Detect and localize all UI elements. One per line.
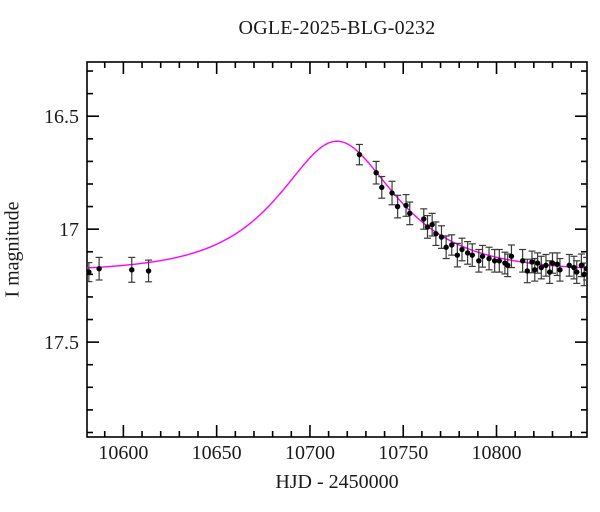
chart-title: OGLE-2025-BLG-0232	[238, 17, 436, 39]
error-bars	[87, 143, 587, 287]
y-tick-label: 17	[59, 219, 79, 241]
x-axis-label: HJD - 2450000	[275, 471, 399, 493]
data-point	[496, 258, 503, 264]
data-point	[403, 202, 409, 209]
x-tick-label: 10750	[378, 442, 428, 464]
model-curve-group	[87, 140, 587, 269]
data-point	[532, 267, 538, 273]
data-point	[443, 244, 449, 250]
data-point	[508, 253, 515, 259]
data-point	[543, 262, 549, 269]
data-point	[424, 224, 431, 230]
data-point	[581, 271, 587, 278]
data-point	[574, 269, 580, 275]
data-point	[534, 260, 541, 266]
data-point	[454, 252, 461, 258]
data-point	[505, 262, 511, 269]
x-tick-label: 10800	[472, 442, 522, 464]
data-point	[571, 264, 577, 271]
x-tick-label: 10650	[192, 442, 242, 464]
y-tick-label: 16.5	[44, 106, 79, 128]
data-point	[429, 221, 435, 228]
data-point	[578, 262, 585, 269]
data-point	[421, 216, 427, 222]
data-point	[519, 258, 526, 264]
data-point	[491, 258, 498, 264]
data-point	[476, 258, 482, 264]
data-point	[96, 266, 102, 272]
data-point	[546, 269, 553, 275]
data-point	[549, 260, 556, 266]
x-tick-label: 10600	[98, 442, 148, 464]
tick-labels: 10600 10650 10700 10750 10800 16.5 17 17.5	[44, 106, 522, 464]
data-point	[356, 151, 363, 158]
data-point	[566, 262, 572, 269]
data-point	[469, 252, 475, 258]
data-point	[557, 267, 563, 273]
data-point	[486, 255, 492, 262]
data-point	[479, 253, 486, 259]
data-point	[449, 242, 455, 248]
y-axis-label-container: I magnitude	[1, 62, 25, 437]
data-point	[129, 267, 135, 273]
data-point	[433, 230, 439, 237]
data-point	[394, 203, 401, 210]
y-tick-label: 17.5	[44, 332, 79, 354]
data-point	[464, 250, 471, 256]
data-point	[87, 269, 92, 275]
data-point	[389, 190, 395, 196]
data-point	[524, 268, 530, 274]
x-tick-label: 10700	[285, 442, 335, 464]
data-point	[379, 184, 385, 191]
data-points-group	[87, 143, 587, 287]
data-point	[407, 210, 413, 217]
markers	[87, 151, 587, 278]
plot-box	[86, 61, 588, 438]
data-point	[529, 259, 535, 265]
model-curve	[87, 140, 587, 269]
data-point	[459, 246, 465, 253]
tick-marks	[87, 62, 587, 437]
y-axis-label: I magnitude	[1, 201, 24, 298]
data-point	[583, 266, 587, 272]
data-point	[438, 234, 445, 240]
data-point	[554, 261, 560, 267]
data-point	[538, 264, 544, 271]
data-point	[373, 169, 379, 176]
data-point	[145, 268, 152, 274]
